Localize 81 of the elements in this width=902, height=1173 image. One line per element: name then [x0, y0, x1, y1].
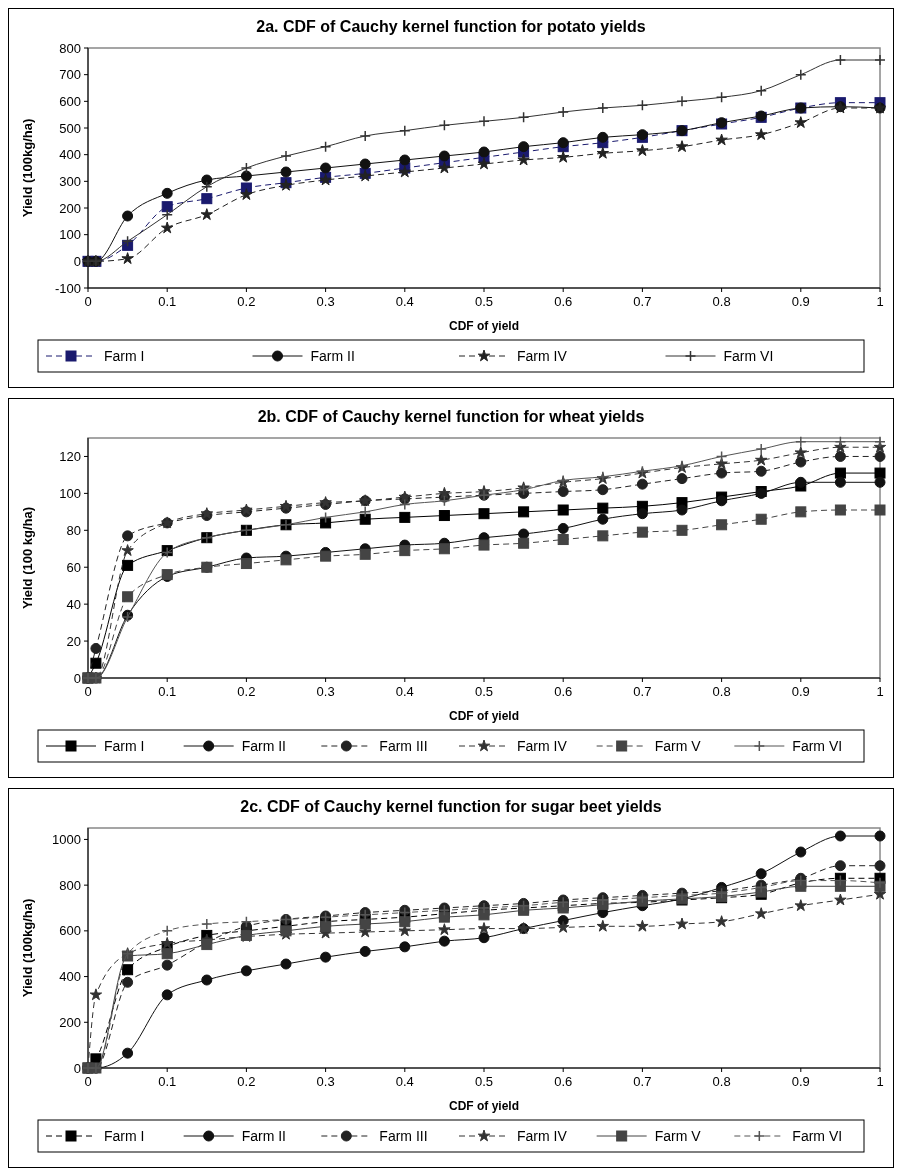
- y-tick-label: 1000: [52, 831, 81, 847]
- y-tick-label: 100: [59, 227, 81, 243]
- y-tick-label: 200: [59, 1014, 81, 1030]
- x-tick-label: 0.3: [316, 1074, 335, 1089]
- x-tick-label: 1: [876, 1074, 884, 1089]
- x-tick-label: 0.9: [791, 294, 810, 309]
- y-axis-title: Yield (100 kg/ha): [20, 506, 35, 610]
- x-tick-label: 0.3: [316, 294, 335, 309]
- y-axis-title: Yield (100kg/ha): [20, 118, 35, 218]
- y-tick-label: 0: [73, 253, 81, 269]
- x-tick-label: 0.4: [395, 294, 414, 309]
- x-tick-label: 0.3: [316, 684, 335, 699]
- legend-label: Farm V: [654, 737, 702, 754]
- y-tick-label: 100: [59, 485, 81, 501]
- legend-label: Farm VI: [792, 1127, 843, 1144]
- legend-label: Farm VI: [723, 347, 774, 364]
- y-tick-label: 600: [59, 923, 81, 939]
- y-tick-label: 800: [59, 40, 81, 56]
- legend-label: Farm II: [310, 347, 355, 364]
- legend-label: Farm IV: [517, 1127, 568, 1144]
- x-axis-title: CDF of yield: [448, 319, 520, 333]
- legend-label: Farm III: [379, 737, 428, 754]
- x-tick-label: 0.9: [791, 684, 810, 699]
- y-tick-label: -100: [54, 280, 81, 296]
- y-tick-label: 20: [66, 633, 81, 649]
- y-tick-label: 400: [59, 147, 81, 163]
- x-tick-label: 0: [84, 294, 92, 309]
- y-tick-label: 300: [59, 173, 81, 189]
- x-tick-label: 0.1: [158, 684, 177, 699]
- legend-label: Farm IV: [517, 347, 568, 364]
- legend-label: Farm II: [241, 737, 287, 754]
- legend-label: Farm III: [379, 1127, 428, 1144]
- chart-title: 2c. CDF of Cauchy kernel function for sugar beet yields: [240, 798, 662, 815]
- x-tick-label: 0.2: [237, 294, 256, 309]
- y-tick-label: 200: [59, 200, 81, 216]
- x-tick-label: 1: [876, 294, 884, 309]
- y-tick-label: 800: [59, 877, 81, 893]
- y-tick-label: 600: [59, 93, 81, 109]
- x-axis-title: CDF of yield: [448, 1099, 520, 1113]
- y-tick-label: 500: [59, 120, 81, 136]
- x-tick-label: 0.5: [474, 684, 494, 699]
- chart-title: 2a. CDF of Cauchy kernel function for potato yields: [256, 18, 646, 35]
- y-tick-label: 700: [59, 67, 81, 83]
- x-tick-label: 0.8: [712, 1074, 731, 1089]
- legend-label: Farm VI: [792, 737, 843, 754]
- y-axis-title: Yield (100kg/ha): [20, 898, 35, 998]
- legend-label: Farm I: [104, 1127, 145, 1144]
- x-tick-label: 0.6: [554, 294, 573, 309]
- legend-label: Farm I: [104, 347, 145, 364]
- x-tick-label: 0.5: [474, 1074, 494, 1089]
- x-tick-label: 0.8: [712, 294, 731, 309]
- y-tick-label: 0: [73, 670, 81, 686]
- x-tick-label: 0.5: [474, 294, 494, 309]
- x-tick-label: 0.7: [633, 294, 652, 309]
- x-tick-label: 0.2: [237, 684, 256, 699]
- x-tick-label: 0.2: [237, 1074, 256, 1089]
- x-tick-label: 0.9: [791, 1074, 810, 1089]
- x-tick-label: 0.4: [395, 684, 414, 699]
- legend-label: Farm II: [241, 1127, 287, 1144]
- x-tick-label: 0.7: [633, 684, 652, 699]
- y-tick-label: 60: [66, 559, 81, 575]
- x-tick-label: 0.7: [633, 1074, 652, 1089]
- x-tick-label: 0.6: [554, 1074, 573, 1089]
- legend-label: Farm IV: [517, 737, 568, 754]
- x-tick-label: 0: [84, 684, 92, 699]
- y-tick-label: 400: [59, 969, 81, 985]
- legend-label: Farm V: [654, 1127, 702, 1144]
- x-axis-title: CDF of yield: [448, 709, 520, 723]
- x-tick-label: 0: [84, 1074, 92, 1089]
- x-tick-label: 0.1: [158, 294, 177, 309]
- legend-label: Farm I: [104, 737, 145, 754]
- x-tick-label: 0.4: [395, 1074, 414, 1089]
- x-tick-label: 0.1: [158, 1074, 177, 1089]
- y-tick-label: 80: [66, 522, 81, 538]
- y-tick-label: 40: [66, 596, 81, 612]
- y-tick-label: 0: [73, 1060, 81, 1076]
- x-tick-label: 0.6: [554, 684, 573, 699]
- chart-title: 2b. CDF of Cauchy kernel function for wheat yields: [257, 408, 645, 425]
- y-tick-label: 120: [59, 449, 81, 465]
- x-tick-label: 0.8: [712, 684, 731, 699]
- x-tick-label: 1: [876, 684, 884, 699]
